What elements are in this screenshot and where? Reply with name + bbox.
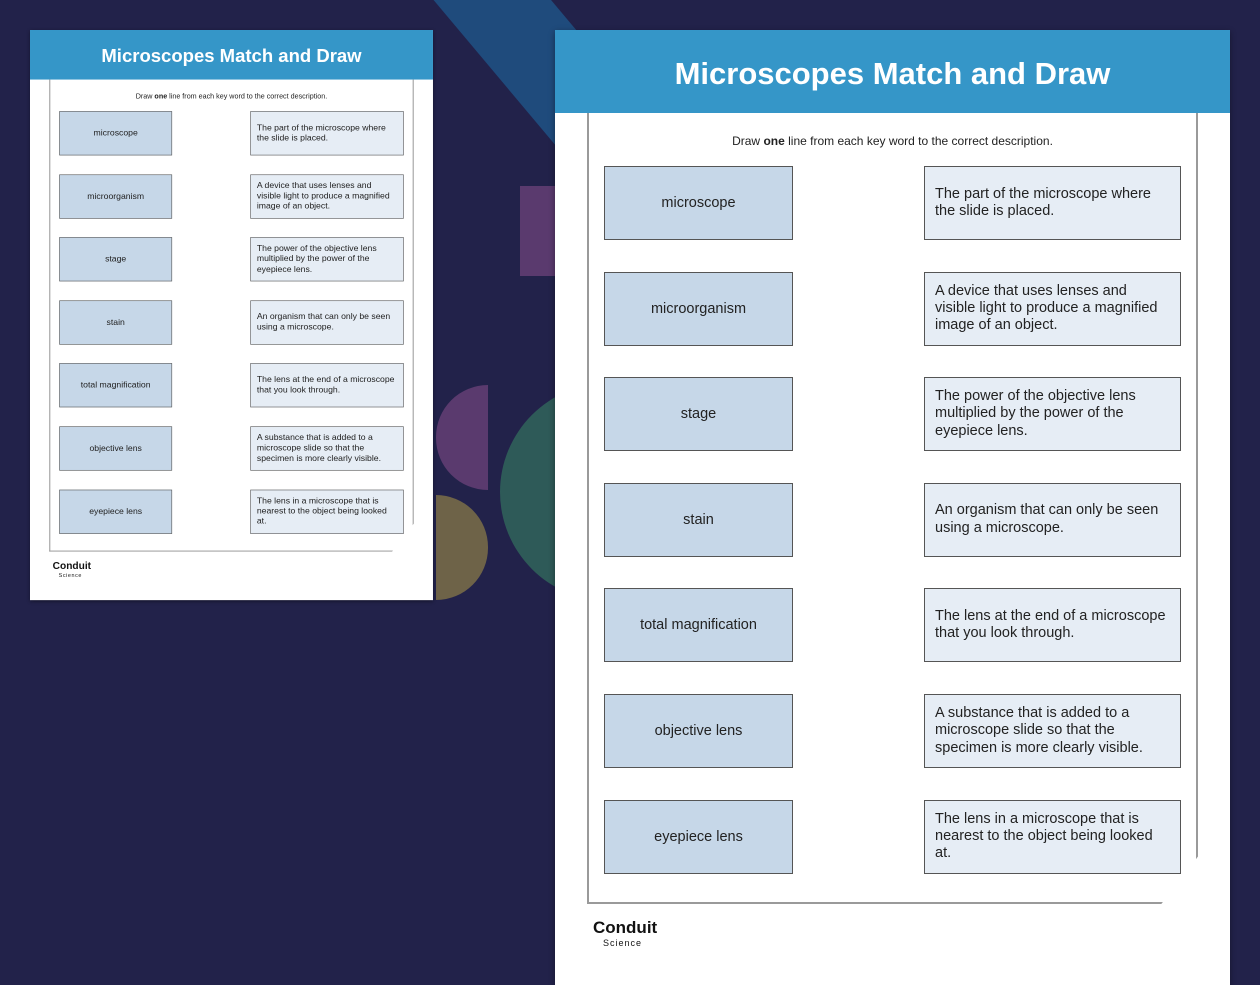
description-box[interactable]: A device that uses lenses and visible li… xyxy=(250,174,404,219)
worksheet-header: Microscopes Match and Draw xyxy=(30,30,433,80)
keyword-box[interactable]: stain xyxy=(59,300,173,345)
description-box[interactable]: The lens in a microscope that is nearest… xyxy=(924,799,1181,874)
worksheet-title: Microscopes Match and Draw xyxy=(101,45,362,67)
keyword-box[interactable]: microscope xyxy=(604,166,793,240)
decor-semicircle xyxy=(436,385,488,490)
keyword-box[interactable]: microorganism xyxy=(604,271,793,346)
keyword-box[interactable]: total magnification xyxy=(604,588,793,663)
keyword-box[interactable]: stage xyxy=(59,237,173,282)
description-box[interactable]: An organism that can only be seen using … xyxy=(250,300,404,345)
description-box[interactable]: The power of the objective lens multipli… xyxy=(924,377,1181,452)
decor-semicircle xyxy=(436,495,488,600)
conduit-logo: Conduit Science xyxy=(593,918,658,948)
keyword-box[interactable]: stage xyxy=(604,377,793,452)
description-box[interactable]: The part of the microscope where the sli… xyxy=(924,166,1181,240)
keyword-box[interactable]: objective lens xyxy=(604,694,793,768)
worksheet-card xyxy=(49,79,414,552)
description-box[interactable]: The power of the objective lens multipli… xyxy=(250,237,404,282)
description-box[interactable]: A substance that is added to a microscop… xyxy=(924,694,1181,768)
conduit-logo: Conduit Science xyxy=(52,560,92,579)
description-box[interactable]: The lens at the end of a microscope that… xyxy=(924,588,1181,663)
worksheet-title: Microscopes Match and Draw xyxy=(674,56,1111,91)
keyword-box[interactable]: objective lens xyxy=(59,426,173,471)
description-box[interactable]: The part of the microscope where the sli… xyxy=(250,111,404,156)
description-box[interactable]: A substance that is added to a microscop… xyxy=(250,426,404,471)
instruction: Draw one line from each key word to the … xyxy=(732,134,1053,148)
worksheet-header: Microscopes Match and Draw xyxy=(555,30,1230,113)
worksheet-preview: Microscopes Match and Draw Draw one line… xyxy=(555,30,1230,985)
decor-rect xyxy=(520,186,560,276)
keyword-box[interactable]: microorganism xyxy=(59,174,173,219)
description-box[interactable]: The lens in a microscope that is nearest… xyxy=(250,489,404,534)
keyword-box[interactable]: eyepiece lens xyxy=(59,489,173,534)
description-box[interactable]: The lens at the end of a microscope that… xyxy=(250,363,404,408)
description-box[interactable]: A device that uses lenses and visible li… xyxy=(924,271,1181,346)
instruction: Draw one line from each key word to the … xyxy=(135,92,328,101)
description-box[interactable]: An organism that can only be seen using … xyxy=(924,482,1181,557)
worksheet-thumbnail: Microscopes Match and Draw Draw one line… xyxy=(30,30,433,601)
keyword-box[interactable]: eyepiece lens xyxy=(604,799,793,874)
keyword-box[interactable]: microscope xyxy=(59,111,173,156)
keyword-box[interactable]: stain xyxy=(604,482,793,557)
keyword-box[interactable]: total magnification xyxy=(59,363,173,408)
